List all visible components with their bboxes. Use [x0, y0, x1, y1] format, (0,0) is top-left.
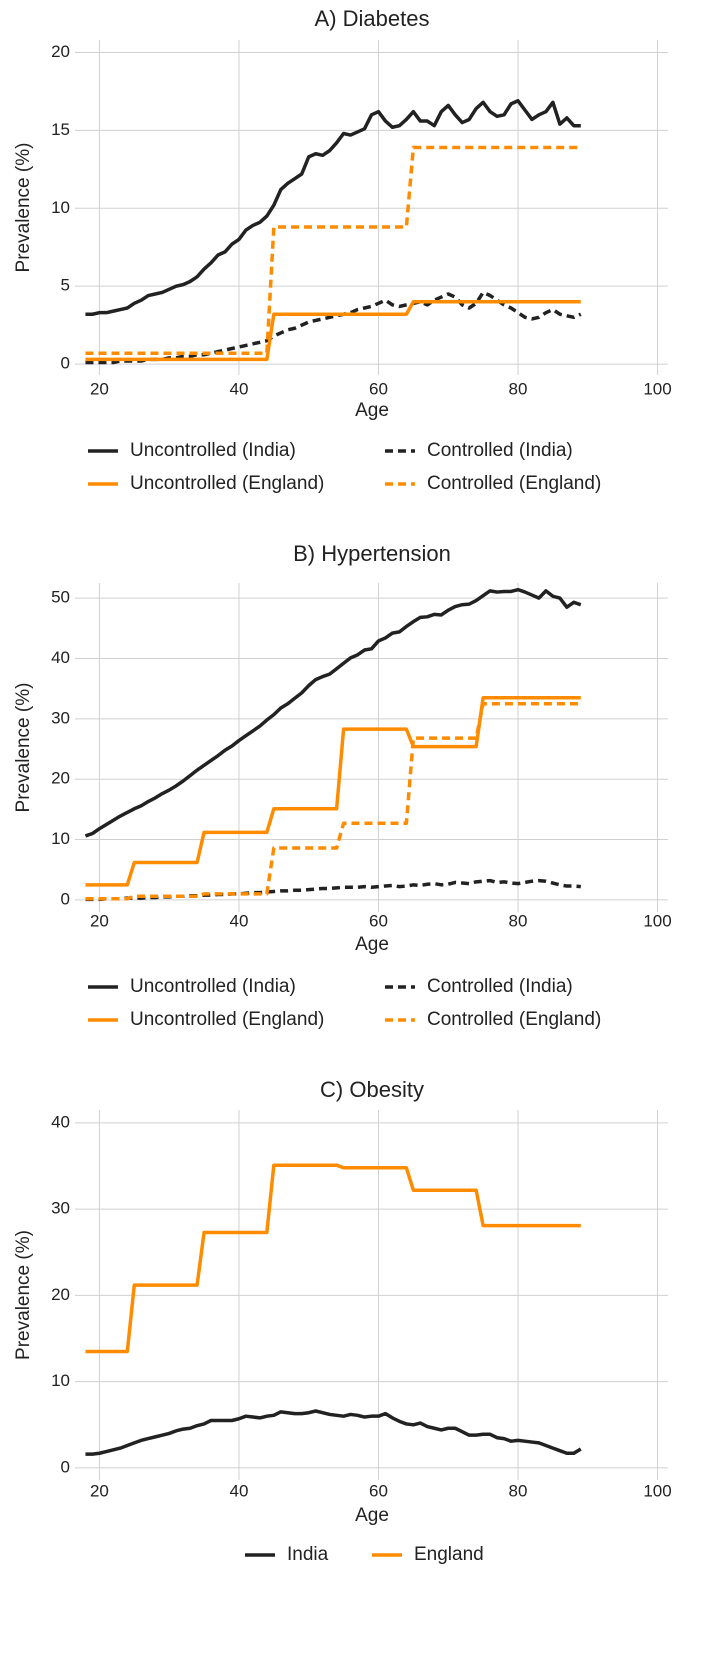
x-tick-label: 80 — [509, 911, 528, 930]
series-line — [85, 1409, 582, 1456]
x-tick-label: 20 — [90, 911, 109, 930]
series-line — [85, 878, 581, 902]
x-tick-label: 100 — [643, 379, 671, 398]
chart-panel: 20 40 60 80 100 0 10 20 30 40 C) Obesity Age Prevale… — [13, 1077, 672, 1565]
legend-label: Uncontrolled (England) — [130, 1009, 324, 1030]
x-tick-label: 100 — [643, 911, 671, 930]
x-axis-label: Age — [355, 934, 389, 955]
legend-label: Controlled (England) — [427, 1009, 601, 1030]
x-tick-label: 60 — [369, 1481, 388, 1500]
x-tick-label: 20 — [90, 1481, 109, 1500]
series-line — [85, 300, 581, 362]
y-axis-label: Prevalence (%) — [13, 683, 34, 813]
series-line — [85, 1163, 581, 1354]
chart-title: B) Hypertension — [293, 541, 451, 566]
legend-label: Uncontrolled (India) — [130, 440, 296, 461]
y-tick-label: 20 — [51, 42, 70, 61]
legend-label: Uncontrolled (India) — [130, 976, 296, 997]
y-tick-label: 10 — [51, 829, 70, 848]
y-tick-label: 5 — [61, 276, 70, 295]
x-tick-label: 80 — [509, 379, 528, 398]
x-tick-label: 20 — [90, 379, 109, 398]
y-axis-label: Prevalence (%) — [13, 143, 34, 273]
y-tick-label: 50 — [51, 588, 70, 607]
legend-label: Uncontrolled (England) — [130, 473, 324, 494]
y-axis-label: Prevalence (%) — [13, 1230, 34, 1360]
legend-label: Controlled (England) — [427, 473, 601, 494]
x-tick-label: 40 — [229, 1481, 248, 1500]
y-tick-label: 30 — [51, 1199, 70, 1218]
y-tick-label: 0 — [61, 1457, 70, 1476]
x-tick-label: 60 — [369, 911, 388, 930]
chart-panel: 20 40 60 80 100 0 5 10 15 20 A) Diabetes Age Prevale… — [13, 6, 672, 494]
legend-label: Controlled (India) — [427, 976, 573, 997]
y-tick-label: 30 — [51, 708, 70, 727]
series-line — [85, 701, 581, 901]
x-axis-label: Age — [355, 1505, 389, 1526]
y-tick-label: 20 — [51, 769, 70, 788]
x-tick-label: 40 — [229, 379, 248, 398]
y-tick-label: 0 — [61, 889, 70, 908]
chart-panel: 20 40 60 80 100 0 10 20 30 40 50 B) Hypertension Age… — [13, 541, 672, 1030]
legend-label: Controlled (India) — [427, 440, 573, 461]
y-tick-label: 40 — [51, 648, 70, 667]
series-line — [85, 99, 581, 316]
y-tick-label: 0 — [61, 354, 70, 373]
legend-label: India — [287, 1544, 329, 1565]
chart-title: A) Diabetes — [315, 6, 430, 31]
y-tick-label: 20 — [51, 1285, 70, 1304]
y-tick-label: 40 — [51, 1112, 70, 1131]
x-axis-label: Age — [355, 400, 389, 421]
x-tick-label: 40 — [229, 911, 248, 930]
y-tick-label: 10 — [51, 1371, 70, 1390]
x-tick-label: 100 — [643, 1481, 671, 1500]
x-tick-label: 60 — [369, 379, 388, 398]
series-line — [85, 695, 581, 887]
y-tick-label: 10 — [51, 198, 70, 217]
series-line — [85, 145, 581, 355]
legend-label: England — [414, 1544, 484, 1565]
series-line — [84, 587, 582, 838]
y-tick-label: 15 — [51, 120, 70, 139]
x-tick-label: 80 — [509, 1481, 528, 1500]
chart-title: C) Obesity — [320, 1077, 424, 1102]
